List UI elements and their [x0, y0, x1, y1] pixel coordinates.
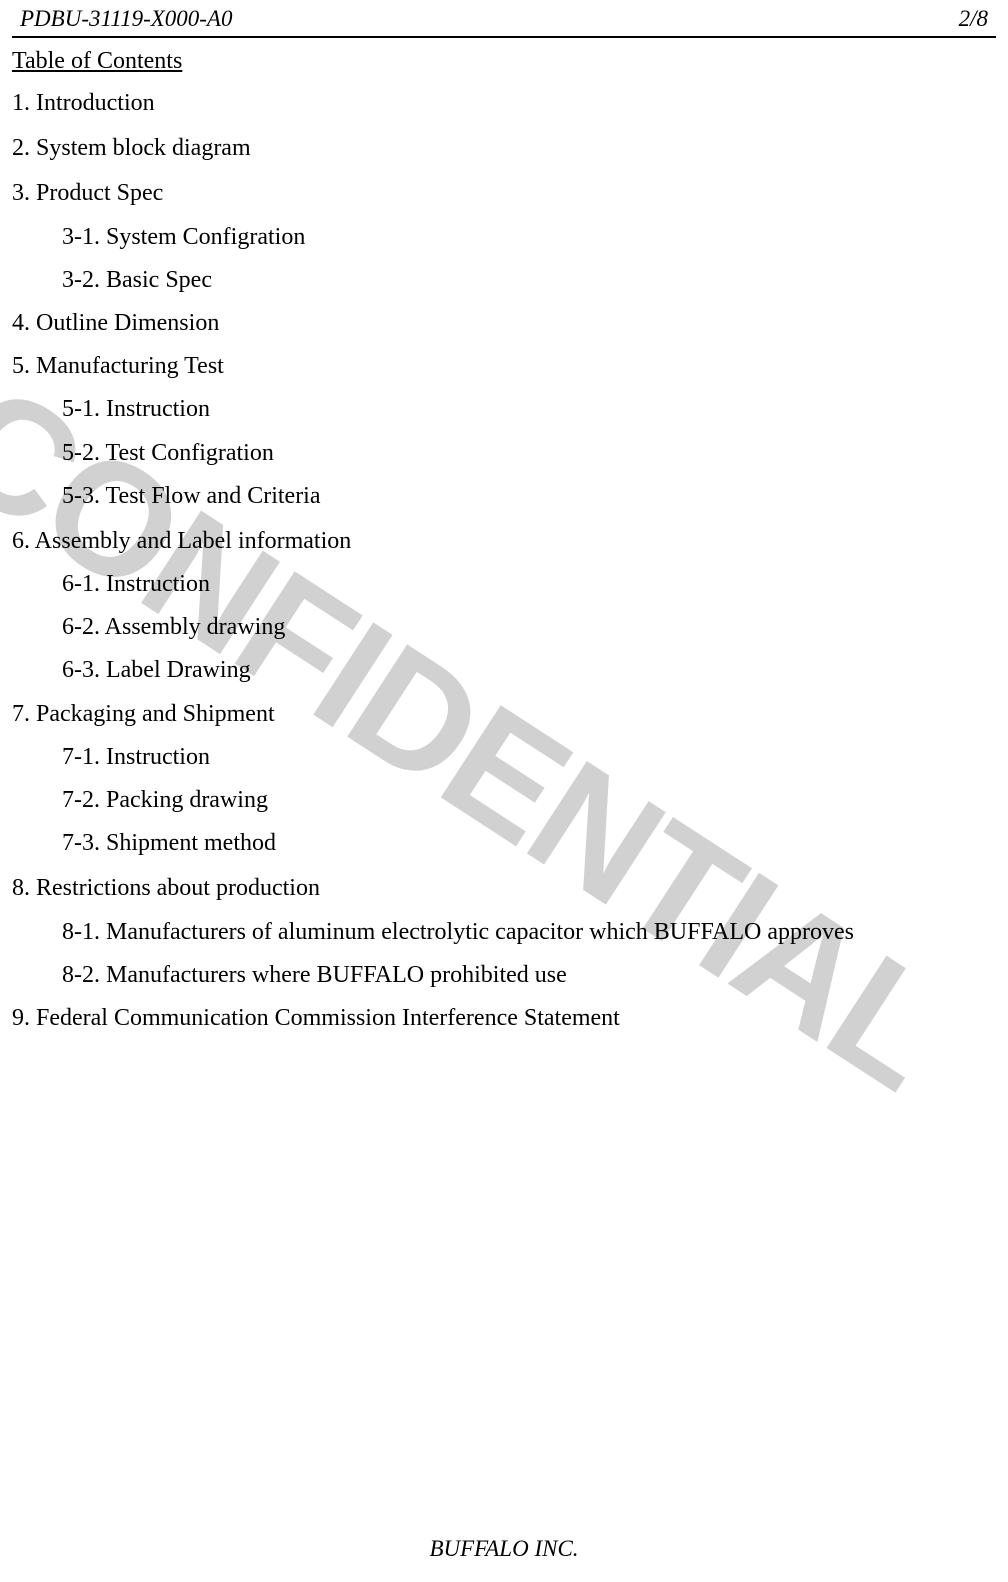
toc-item: 9. Federal Communication Commission Inte…: [12, 1000, 996, 1037]
page-content: PDBU-31119-X000-A0 2/8 Table of Contents…: [12, 0, 996, 1037]
toc-item: 5. Manufacturing Test: [12, 348, 996, 385]
toc-item: 4. Outline Dimension: [12, 305, 996, 342]
toc-sub-item: 7-1. Instruction: [62, 739, 996, 776]
toc-sub-item: 6-3. Label Drawing: [62, 652, 996, 689]
toc-sub-item: 7-3. Shipment method: [62, 825, 996, 862]
toc-sub-item: 3-2. Basic Spec: [62, 262, 996, 299]
page-number: 2/8: [959, 6, 988, 32]
toc-sub-item: 6-2. Assembly drawing: [62, 609, 996, 646]
toc-item: 1. Introduction: [12, 85, 996, 122]
toc-item: 2. System block diagram: [12, 130, 996, 167]
document-id: PDBU-31119-X000-A0: [20, 6, 232, 32]
table-of-contents: Table of Contents 1. Introduction 2. Syst…: [12, 38, 996, 1037]
toc-sub-item: 5-3. Test Flow and Criteria: [62, 478, 996, 515]
document-page: CONFIDENTIAL PDBU-31119-X000-A0 2/8 Tabl…: [0, 0, 1008, 1582]
toc-item: 3. Product Spec: [12, 175, 996, 212]
toc-item: 7. Packaging and Shipment: [12, 696, 996, 733]
toc-sub-item: 5-2. Test Configration: [62, 435, 996, 472]
toc-sub-item: 5-1. Instruction: [62, 391, 996, 428]
toc-heading: Table of Contents: [12, 48, 996, 75]
toc-items-container: 1. Introduction 2. System block diagram 3.…: [12, 85, 996, 1037]
toc-sub-item: 3-1. System Configration: [62, 219, 996, 256]
toc-item: 8. Restrictions about production: [12, 870, 996, 907]
toc-sub-item: 7-2. Packing drawing: [62, 782, 996, 819]
toc-item: 6. Assembly and Label information: [12, 523, 996, 560]
toc-sub-item: 6-1. Instruction: [62, 566, 996, 603]
page-header: PDBU-31119-X000-A0 2/8: [12, 0, 996, 38]
toc-sub-item: 8-2. Manufacturers where BUFFALO prohibi…: [62, 957, 996, 994]
page-footer: BUFFALO INC.: [0, 1536, 1008, 1562]
toc-sub-item: 8-1. Manufacturers of aluminum electroly…: [62, 914, 996, 951]
